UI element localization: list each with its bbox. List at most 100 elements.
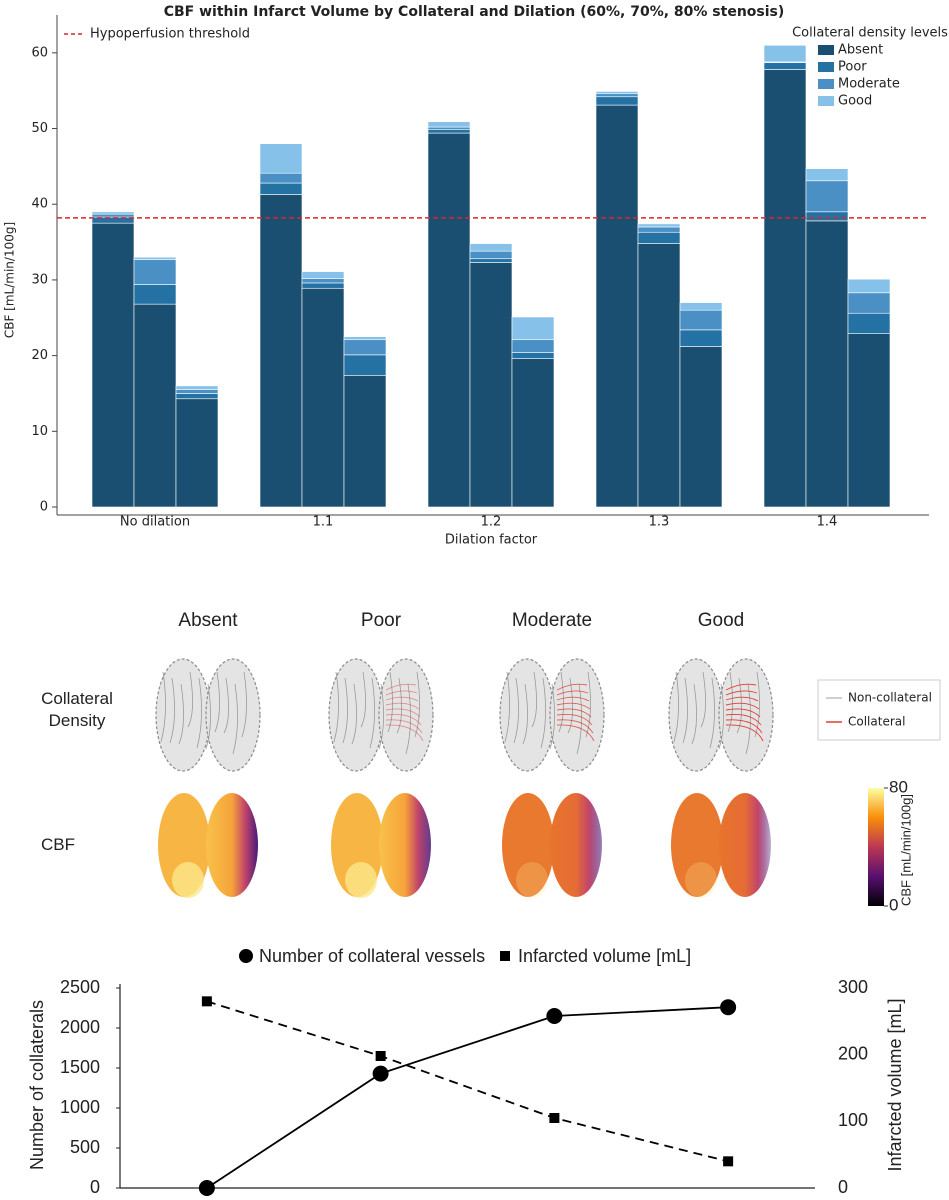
bar-segment: [595, 104, 639, 508]
x-tick-label: 1.3: [649, 515, 670, 530]
brain-cbf-image: [671, 793, 723, 897]
collateral-texture: [556, 696, 590, 702]
collateral-texture: [725, 696, 759, 702]
bar-segment: [805, 168, 849, 182]
brain-cbf-image: [379, 793, 431, 897]
collateral-texture: [385, 696, 419, 702]
collateral-texture: [725, 683, 757, 691]
column-label: Good: [698, 610, 744, 631]
bar-segment: [637, 243, 681, 508]
bar-segment: [301, 271, 345, 279]
y-axis-label: CBF [mL/min/100g]: [3, 222, 17, 338]
vessel-texture: [522, 683, 528, 745]
bar-segment: [427, 126, 471, 130]
colorbar-label: CBF [mL/min/100g]: [898, 794, 913, 906]
column-label: Absent: [178, 610, 238, 631]
bar-segment: [259, 143, 303, 174]
bar-segment: [259, 194, 303, 508]
legend-marker: [500, 951, 510, 961]
column-label: Moderate: [512, 610, 592, 631]
collateral-texture: [556, 683, 588, 691]
collateral-texture: [556, 708, 592, 718]
vessel-texture: [360, 671, 366, 728]
bar-segment: [847, 333, 891, 508]
x-tick-label: 1.1: [313, 515, 334, 530]
bar-segment: [469, 262, 513, 508]
y-tick-label: 2000: [60, 1017, 100, 1037]
bar-segment: [805, 220, 849, 508]
bar-segment: [763, 62, 807, 70]
bar-segment: [259, 182, 303, 195]
brain-cbf-image: [206, 793, 258, 897]
collateral-texture: [385, 708, 421, 718]
collateral-texture: [725, 714, 762, 726]
marker: [723, 1156, 734, 1167]
vessel-texture: [378, 683, 384, 750]
collateral-texture: [385, 702, 420, 710]
vessel-texture: [700, 671, 706, 728]
bar-segment: [91, 211, 135, 215]
y-tick-label: 1000: [60, 1097, 100, 1117]
bar-segment: [343, 374, 387, 508]
vessel-texture: [504, 671, 510, 743]
vessel-texture: [187, 671, 193, 728]
y-tick-label: 10: [31, 424, 48, 439]
bar-segment: [301, 287, 345, 508]
vessel-texture: [369, 677, 375, 749]
vessel-texture: [342, 677, 348, 744]
bar-segment: [637, 226, 681, 233]
vessel-texture: [567, 677, 573, 734]
legend-title: Collateral density levels: [792, 26, 948, 41]
marker: [546, 1008, 563, 1024]
x-tick-label: 1.2: [481, 515, 502, 530]
bar-segment: [847, 278, 891, 294]
chart-title: CBF within Infarct Volume by Collateral …: [164, 4, 785, 20]
bar-segment: [343, 354, 387, 376]
y-axis-label: Number of collaterals: [27, 1000, 47, 1170]
legend-swatch: [818, 96, 834, 106]
marker: [372, 1065, 389, 1082]
bar-segment: [133, 303, 177, 508]
y-tick-label: 50: [31, 121, 48, 136]
vessel-texture: [169, 677, 175, 744]
brain-cbf-image: [550, 793, 602, 897]
legend-marker: [239, 949, 253, 963]
bar-segment: [91, 222, 135, 508]
bar-segment: [679, 309, 723, 331]
collateral-texture: [556, 714, 593, 726]
collateral-texture: [556, 702, 591, 710]
y-tick-label: 30: [31, 272, 48, 287]
vessel-texture: [178, 683, 184, 745]
bar-segment: [469, 258, 513, 263]
collateral-texture: [725, 702, 760, 710]
vessel-texture: [549, 683, 555, 750]
vessel-texture: [196, 677, 202, 749]
legend-label: Collateral: [848, 715, 905, 729]
colorbar: [868, 788, 884, 906]
legend-swatch: [818, 62, 834, 72]
bar-segment: [427, 128, 471, 134]
y2-tick-label: 0: [838, 1177, 848, 1197]
bar-segment: [427, 121, 471, 128]
bar-segment: [301, 278, 345, 284]
x-tick-label: No dilation: [120, 515, 190, 530]
vessel-texture: [513, 677, 519, 744]
bar-segment: [259, 172, 303, 184]
bar-segment: [91, 213, 135, 218]
brain-cbf-highlight: [685, 862, 717, 898]
y-tick-label: 500: [70, 1137, 100, 1157]
legend-label: Infarcted volume [mL]: [518, 946, 691, 966]
collateral-texture: [385, 714, 422, 726]
bar-segment: [133, 284, 177, 305]
collateral-texture: [725, 724, 764, 742]
vessel-texture: [232, 683, 238, 755]
colorbar-tick-label: 0: [889, 895, 898, 914]
vessel-texture: [333, 671, 339, 743]
bar-segment: [679, 329, 723, 347]
vessel-texture: [540, 677, 546, 749]
vessel-texture: [531, 671, 537, 728]
vessel-texture: [396, 677, 402, 734]
marker: [198, 1180, 215, 1196]
bar-segment: [805, 211, 849, 222]
bar-segment: [595, 96, 639, 106]
